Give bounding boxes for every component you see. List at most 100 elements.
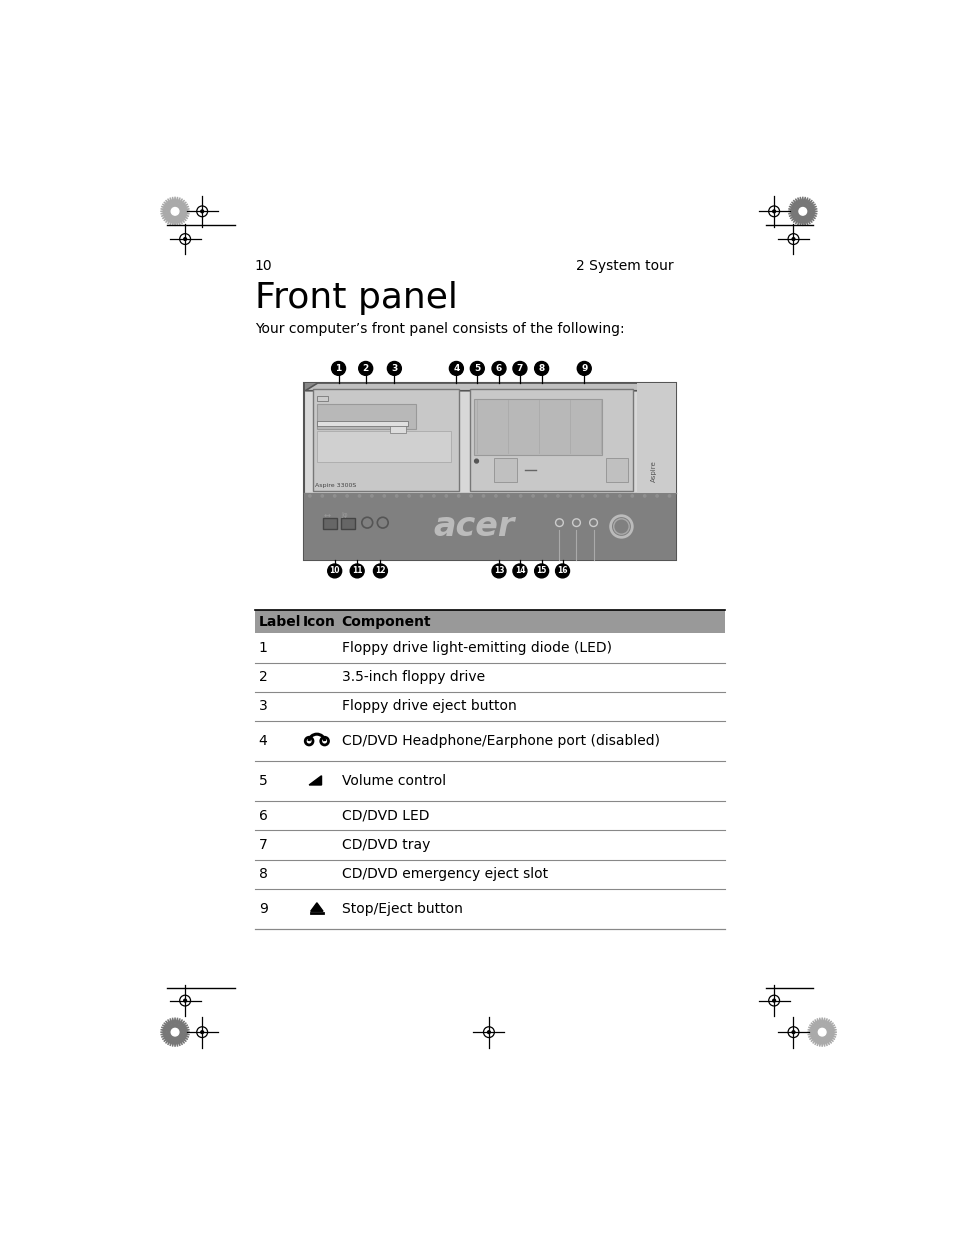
Circle shape	[618, 495, 620, 496]
FancyBboxPatch shape	[305, 383, 674, 390]
Circle shape	[383, 495, 385, 496]
Text: 3: 3	[391, 364, 397, 373]
FancyBboxPatch shape	[323, 517, 336, 529]
Text: 13: 13	[494, 567, 504, 576]
FancyBboxPatch shape	[316, 396, 328, 401]
FancyBboxPatch shape	[316, 421, 408, 426]
Circle shape	[557, 495, 558, 496]
Circle shape	[171, 1029, 179, 1036]
Text: Floppy drive light-emitting diode (LED): Floppy drive light-emitting diode (LED)	[341, 641, 611, 655]
Text: 7: 7	[258, 839, 267, 852]
Text: 1: 1	[258, 641, 268, 655]
Text: 6: 6	[496, 364, 501, 373]
Polygon shape	[311, 903, 323, 911]
Polygon shape	[309, 776, 321, 785]
Circle shape	[791, 1031, 794, 1034]
Polygon shape	[160, 1018, 190, 1047]
Text: Stop/Eject button: Stop/Eject button	[341, 902, 462, 916]
Circle shape	[519, 495, 521, 496]
Circle shape	[534, 362, 548, 375]
FancyBboxPatch shape	[316, 404, 416, 430]
Text: CD/DVD tray: CD/DVD tray	[341, 839, 430, 852]
Circle shape	[420, 495, 422, 496]
Circle shape	[513, 362, 526, 375]
Circle shape	[656, 495, 658, 496]
FancyBboxPatch shape	[316, 431, 451, 462]
Text: 10: 10	[329, 567, 339, 576]
Circle shape	[495, 495, 497, 496]
Circle shape	[321, 495, 323, 496]
Text: 14: 14	[514, 567, 524, 576]
FancyBboxPatch shape	[390, 426, 406, 433]
Circle shape	[470, 362, 484, 375]
Circle shape	[350, 564, 364, 578]
Text: Aspire 3300S: Aspire 3300S	[315, 483, 356, 488]
Text: 7: 7	[517, 364, 522, 373]
Text: 12: 12	[375, 567, 385, 576]
Text: 2 System tour: 2 System tour	[576, 259, 674, 273]
Text: CD/DVD Headphone/Earphone port (disabled): CD/DVD Headphone/Earphone port (disabled…	[341, 734, 659, 748]
Text: 9: 9	[258, 902, 268, 916]
Text: 3: 3	[258, 699, 267, 714]
FancyBboxPatch shape	[474, 399, 601, 454]
Circle shape	[171, 207, 179, 215]
Circle shape	[534, 564, 548, 578]
Text: Floppy drive eject button: Floppy drive eject button	[341, 699, 516, 714]
Text: Component: Component	[341, 615, 431, 629]
Circle shape	[492, 564, 505, 578]
Text: ↔: ↔	[323, 510, 330, 520]
FancyBboxPatch shape	[340, 517, 355, 529]
Circle shape	[643, 495, 645, 496]
Circle shape	[492, 362, 505, 375]
Polygon shape	[160, 196, 190, 226]
Text: Jφ: Jφ	[341, 513, 348, 517]
Circle shape	[668, 495, 670, 496]
Circle shape	[387, 362, 401, 375]
Polygon shape	[806, 1018, 836, 1047]
Circle shape	[470, 495, 472, 496]
Text: 4: 4	[258, 734, 267, 748]
Text: Your computer’s front panel consists of the following:: Your computer’s front panel consists of …	[254, 322, 624, 336]
Text: Volume control: Volume control	[341, 774, 445, 788]
Text: Label: Label	[258, 615, 301, 629]
Text: Front panel: Front panel	[254, 282, 457, 315]
Circle shape	[309, 495, 311, 496]
Text: 8: 8	[258, 867, 268, 882]
Text: 6: 6	[258, 809, 268, 823]
Text: 3.5-inch floppy drive: 3.5-inch floppy drive	[341, 671, 484, 684]
Text: 16: 16	[557, 567, 567, 576]
Circle shape	[184, 237, 187, 241]
Circle shape	[577, 362, 591, 375]
FancyBboxPatch shape	[470, 389, 633, 490]
Text: Aspire: Aspire	[650, 461, 657, 483]
Circle shape	[334, 495, 335, 496]
Circle shape	[606, 495, 608, 496]
Circle shape	[328, 564, 341, 578]
Circle shape	[482, 495, 484, 496]
Circle shape	[772, 210, 775, 212]
Circle shape	[569, 495, 571, 496]
FancyBboxPatch shape	[254, 610, 724, 634]
Text: 1: 1	[335, 364, 341, 373]
Circle shape	[532, 495, 534, 496]
Circle shape	[581, 495, 583, 496]
Circle shape	[555, 564, 569, 578]
Circle shape	[513, 564, 526, 578]
Circle shape	[457, 495, 459, 496]
Text: acer: acer	[433, 510, 515, 543]
Circle shape	[373, 564, 387, 578]
Circle shape	[791, 237, 794, 241]
FancyBboxPatch shape	[313, 389, 458, 490]
Text: Icon: Icon	[303, 615, 335, 629]
Circle shape	[772, 999, 775, 1002]
FancyBboxPatch shape	[303, 493, 675, 561]
Circle shape	[184, 999, 187, 1002]
Circle shape	[474, 459, 478, 463]
Text: 11: 11	[352, 567, 362, 576]
FancyBboxPatch shape	[303, 383, 675, 561]
Circle shape	[818, 1029, 825, 1036]
Text: 5: 5	[474, 364, 480, 373]
FancyBboxPatch shape	[605, 458, 627, 483]
Text: 5: 5	[258, 774, 267, 788]
Circle shape	[371, 495, 373, 496]
